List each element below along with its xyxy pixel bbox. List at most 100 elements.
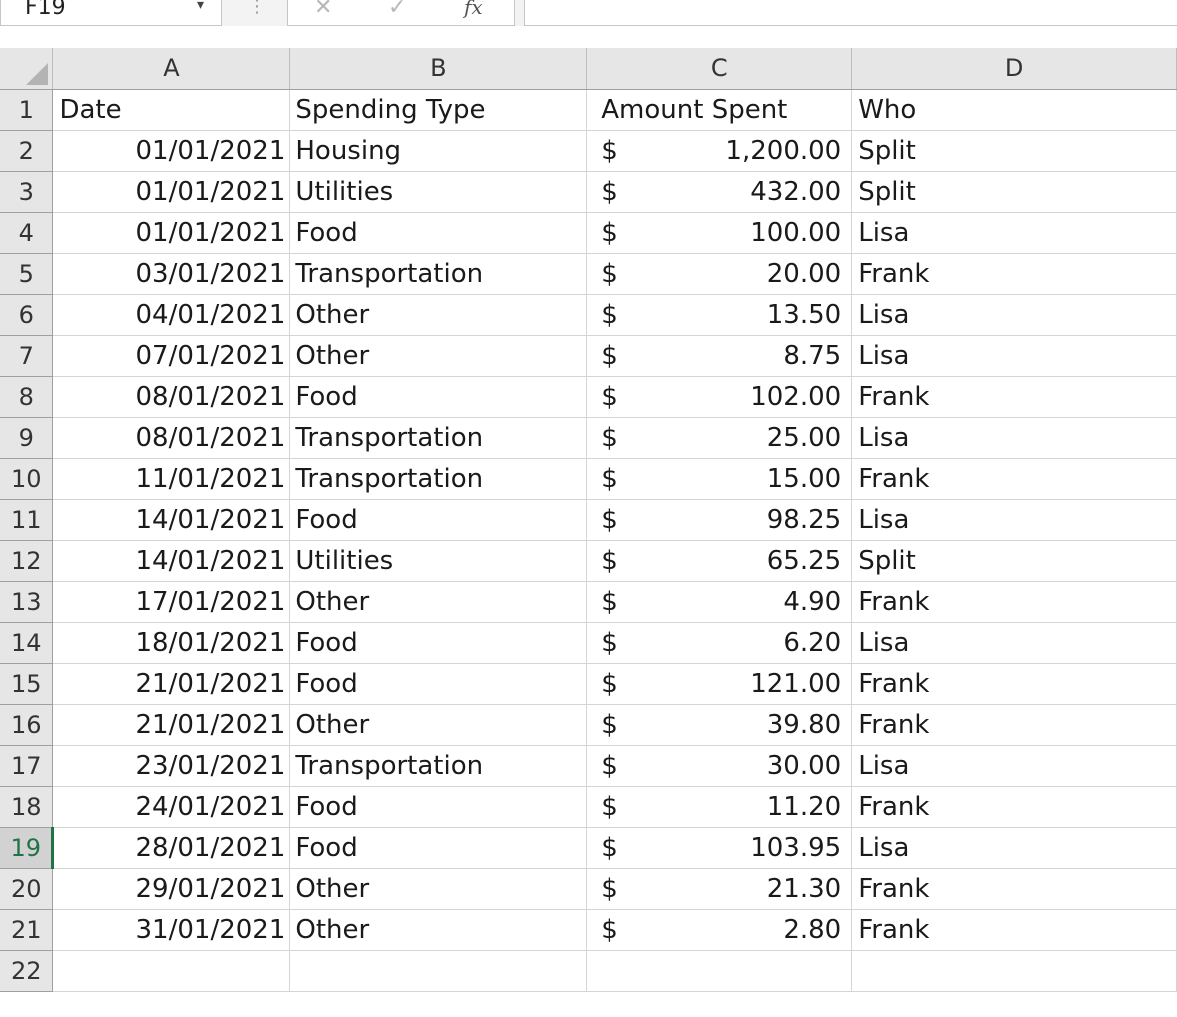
cell-date[interactable]: 21/01/2021 — [52, 663, 291, 705]
cell-date[interactable]: 29/01/2021 — [52, 868, 291, 910]
row-header[interactable]: 21 — [0, 909, 54, 951]
cell-spending-type[interactable]: Other — [289, 294, 588, 336]
cell-spending-type[interactable]: Other — [289, 335, 588, 377]
cell-amount[interactable]: $1,200.00 — [586, 130, 853, 172]
row-header[interactable]: 13 — [0, 581, 54, 623]
cell-who[interactable] — [851, 950, 1177, 992]
cell-spending-type[interactable]: Food — [289, 786, 588, 828]
cell-spending-type[interactable]: Food — [289, 622, 588, 664]
name-box[interactable]: F19 ▾ — [0, 0, 222, 26]
column-header-d[interactable]: D — [851, 48, 1177, 90]
cell-who[interactable]: Frank — [851, 704, 1177, 746]
row-header[interactable]: 12 — [0, 540, 54, 582]
cell-amount[interactable]: $25.00 — [586, 417, 853, 459]
cell-date[interactable]: 28/01/2021 — [52, 827, 291, 869]
insert-function-icon[interactable]: fx — [464, 0, 483, 19]
cell-who[interactable]: Split — [851, 171, 1177, 213]
cell-amount[interactable]: $4.90 — [586, 581, 853, 623]
row-header[interactable]: 22 — [0, 950, 54, 992]
cell-who[interactable]: Lisa — [851, 622, 1177, 664]
cell-who[interactable]: Split — [851, 130, 1177, 172]
row-header[interactable]: 8 — [0, 376, 54, 418]
cell-amount[interactable]: $103.95 — [586, 827, 853, 869]
cell-spending-type[interactable] — [289, 950, 588, 992]
cell-amount[interactable]: $432.00 — [586, 171, 853, 213]
cell-date[interactable]: 23/01/2021 — [52, 745, 291, 787]
cell-who[interactable]: Frank — [851, 253, 1177, 295]
cell-amount[interactable]: $15.00 — [586, 458, 853, 500]
cell-who[interactable]: Lisa — [851, 294, 1177, 336]
cell-who[interactable]: Frank — [851, 663, 1177, 705]
cell-date[interactable]: 03/01/2021 — [52, 253, 291, 295]
cell-spending-type[interactable]: Other — [289, 581, 588, 623]
row-header[interactable]: 7 — [0, 335, 54, 377]
cell-amount[interactable]: $65.25 — [586, 540, 853, 582]
cell-spending-type[interactable]: Housing — [289, 130, 588, 172]
cell-amount[interactable]: $13.50 — [586, 294, 853, 336]
cell-who[interactable]: Frank — [851, 868, 1177, 910]
cell-date[interactable]: 01/01/2021 — [52, 130, 291, 172]
cell-date[interactable]: 21/01/2021 — [52, 704, 291, 746]
row-header[interactable]: 14 — [0, 622, 54, 664]
cell-who[interactable]: Lisa — [851, 827, 1177, 869]
cell-who[interactable]: Lisa — [851, 335, 1177, 377]
row-header[interactable]: 16 — [0, 704, 54, 746]
row-header[interactable]: 15 — [0, 663, 54, 705]
cell-spending-type[interactable]: Utilities — [289, 171, 588, 213]
cell-who[interactable]: Frank — [851, 458, 1177, 500]
row-header[interactable]: 2 — [0, 130, 54, 172]
cancel-icon[interactable]: ✕ — [314, 0, 333, 20]
column-header-b[interactable]: B — [289, 48, 588, 90]
cell-date[interactable] — [52, 950, 291, 992]
cell-amount[interactable]: $39.80 — [586, 704, 853, 746]
cell-date[interactable]: 11/01/2021 — [52, 458, 291, 500]
cell-who[interactable]: Lisa — [851, 417, 1177, 459]
cell-spending-type[interactable]: Food — [289, 499, 588, 541]
cell-amount[interactable]: $98.25 — [586, 499, 853, 541]
cell-date[interactable]: 17/01/2021 — [52, 581, 291, 623]
cell-date[interactable]: 07/01/2021 — [52, 335, 291, 377]
chevron-down-icon[interactable]: ▾ — [197, 0, 205, 13]
row-header[interactable]: 6 — [0, 294, 54, 336]
cell-amount[interactable]: $21.30 — [586, 868, 853, 910]
cell-date[interactable]: 04/01/2021 — [52, 294, 291, 336]
cell-date[interactable]: 01/01/2021 — [52, 171, 291, 213]
cell-spending-type[interactable]: Food — [289, 212, 588, 254]
check-icon[interactable]: ✓ — [388, 0, 407, 20]
cell-amount[interactable]: $30.00 — [586, 745, 853, 787]
column-header-a[interactable]: A — [52, 48, 291, 90]
cell-date-header[interactable]: Date — [52, 89, 291, 131]
row-header[interactable]: 9 — [0, 417, 54, 459]
cell-date[interactable]: 14/01/2021 — [52, 540, 291, 582]
cell-spending-type[interactable]: Transportation — [289, 745, 588, 787]
row-header[interactable]: 19 — [0, 827, 55, 869]
cell-amount[interactable]: $102.00 — [586, 376, 853, 418]
cell-who[interactable]: Lisa — [851, 745, 1177, 787]
row-header[interactable]: 10 — [0, 458, 54, 500]
cell-amount[interactable]: $6.20 — [586, 622, 853, 664]
formula-input[interactable] — [524, 0, 1177, 26]
cell-date[interactable]: 08/01/2021 — [52, 417, 291, 459]
cell-who[interactable]: Frank — [851, 786, 1177, 828]
cell-date[interactable]: 01/01/2021 — [52, 212, 291, 254]
cell-spending-type[interactable]: Food — [289, 827, 588, 869]
cell-who[interactable]: Lisa — [851, 212, 1177, 254]
cell-who[interactable]: Lisa — [851, 499, 1177, 541]
cell-date[interactable]: 24/01/2021 — [52, 786, 291, 828]
cell-spending-type[interactable]: Transportation — [289, 253, 588, 295]
more-vertical-icon[interactable]: ⋮ — [248, 0, 266, 17]
cell-who-header[interactable]: Who — [851, 89, 1177, 131]
cell-amount-header[interactable]: Amount Spent — [586, 89, 853, 131]
cell-date[interactable]: 14/01/2021 — [52, 499, 291, 541]
row-header[interactable]: 11 — [0, 499, 54, 541]
cell-date[interactable]: 31/01/2021 — [52, 909, 291, 951]
cell-spending-type[interactable]: Other — [289, 909, 588, 951]
row-header[interactable]: 3 — [0, 171, 54, 213]
cell-type-header[interactable]: Spending Type — [289, 89, 588, 131]
cell-date[interactable]: 08/01/2021 — [52, 376, 291, 418]
row-header[interactable]: 18 — [0, 786, 54, 828]
cell-amount[interactable]: $11.20 — [586, 786, 853, 828]
cell-amount[interactable]: $20.00 — [586, 253, 853, 295]
row-header[interactable]: 20 — [0, 868, 54, 910]
cell-date[interactable]: 18/01/2021 — [52, 622, 291, 664]
